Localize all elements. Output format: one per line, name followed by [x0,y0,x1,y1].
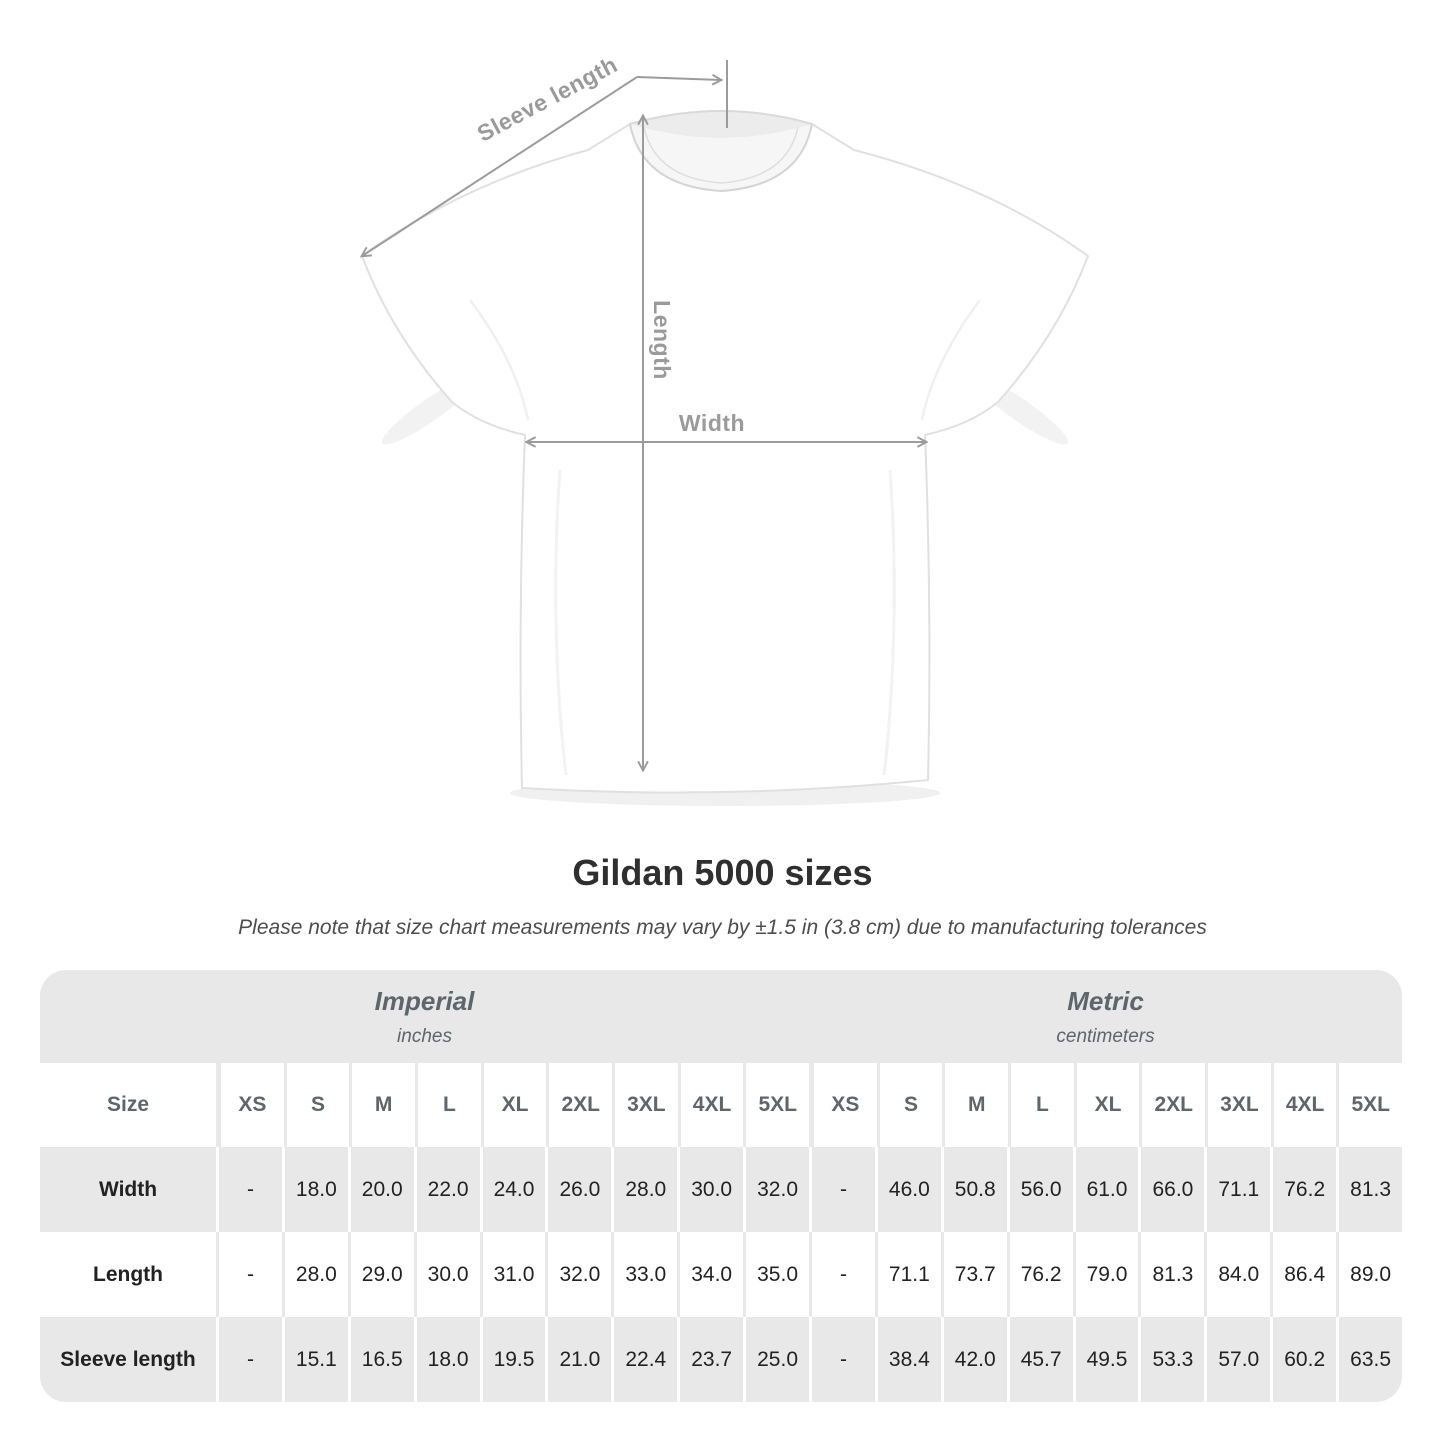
measurement-cell: 57.0 [1204,1317,1270,1402]
measurement-cell: 25.0 [743,1317,809,1402]
tshirt-measurement-diagram: Sleeve length Length Width [0,51,1089,806]
measurement-cell: 21.0 [545,1317,611,1402]
measurement-cell: 28.0 [281,1232,348,1317]
measurement-cell: 73.7 [940,1232,1007,1317]
measurement-cell: 71.1 [1204,1147,1270,1232]
measurement-cell: 84.0 [1204,1232,1270,1317]
measurement-cell: 89.0 [1336,1232,1402,1317]
width-label: Width [679,410,745,436]
sleeve-length-arrow [362,76,638,256]
size-table: Imperial inches Metric centimeters Size X… [40,970,1402,1402]
measurement-cell: 79.0 [1072,1232,1139,1317]
fabric-folds [468,299,982,776]
measurement-cell: 20.0 [347,1147,414,1232]
size-col-header: XS [216,1063,284,1147]
measurement-cell: 30.0 [413,1232,480,1317]
measurement-cell: 19.5 [479,1317,546,1402]
measurement-cell: - [809,1232,875,1317]
measurement-cell: 28.0 [611,1147,677,1232]
measurement-cell: 29.0 [347,1232,414,1317]
size-col-header: 4XL [677,1063,744,1147]
measurement-cell: 50.8 [940,1147,1007,1232]
imperial-group-title: Imperial [374,985,475,1016]
measurement-cell: 18.0 [281,1147,348,1232]
measurement-cell: 66.0 [1138,1147,1204,1232]
size-col-header: 3XL [1205,1063,1271,1147]
metric-group-header: Metric centimeters [809,970,1402,1063]
size-col-header: XS [809,1063,877,1147]
measurement-cell: 31.0 [479,1232,546,1317]
row-label: Length [93,1262,163,1286]
measurement-cell: - [216,1232,282,1317]
measurement-cell: 76.2 [1270,1147,1336,1232]
size-col-header: 5XL [743,1063,809,1147]
measurement-cell: 38.4 [874,1317,941,1402]
measurement-cell: 30.0 [677,1147,743,1232]
measurement-cell: 22.0 [413,1147,480,1232]
measurement-cell: 63.5 [1336,1317,1402,1402]
size-table-body: Width -18.0 20.0 22.0 24.0 26.0 28.0 30.0 32.0-4… [40,1147,1402,1402]
measurement-cell: - [809,1317,875,1402]
size-col-header: XL [480,1063,547,1147]
measurement-cell: 15.1 [281,1317,348,1402]
measurement-cell: - [216,1317,282,1402]
measurement-cell: 71.1 [874,1232,941,1317]
size-col-header: L [415,1063,481,1147]
table-group-header: Imperial inches Metric centimeters [40,970,1402,1063]
measurement-cell: 32.0 [743,1147,809,1232]
measurement-cell: 18.0 [413,1317,480,1402]
measurement-cell: 32.0 [545,1232,611,1317]
size-col-header: M [349,1063,415,1147]
size-col-header: XL [1073,1063,1140,1147]
size-col-header: 2XL [1139,1063,1205,1147]
measurement-cell: 22.4 [611,1317,677,1402]
size-corner-header: Size [106,1093,150,1116]
measurement-cell: 86.4 [1270,1232,1336,1317]
size-col-header: L [1008,1063,1074,1147]
measurement-cell: 46.0 [874,1147,941,1232]
row-label: Sleeve length [60,1347,196,1371]
length-label: Length [649,300,675,380]
tshirt-outline [361,113,1089,794]
size-col-header: 4XL [1270,1063,1337,1147]
sleeve-length-label: Sleeve length [473,51,622,147]
measurement-cell: - [809,1147,875,1232]
measurement-cell: 81.3 [1138,1232,1204,1317]
size-col-header: 3XL [612,1063,678,1147]
size-col-header: S [876,1063,943,1147]
page-subtitle: Please note that size chart measurements… [238,916,1207,939]
size-col-header: S [283,1063,350,1147]
measurement-cell: 49.5 [1072,1317,1139,1402]
measurement-cell: 76.2 [1006,1232,1073,1317]
measurement-cell: 42.0 [940,1317,1007,1402]
row-label: Width [98,1177,158,1201]
size-col-header: 2XL [546,1063,612,1147]
measurement-cell: 53.3 [1138,1317,1204,1402]
measurement-cell: 16.5 [347,1317,414,1402]
measurement-cell: 34.0 [677,1232,743,1317]
measurement-cell: 45.7 [1006,1317,1073,1402]
measurement-cell: 24.0 [479,1147,546,1232]
measurement-cell: 35.0 [743,1232,809,1317]
size-header-row: Size XS S M L XL 2XL 3XL 4XL 5XL XS S M L XL 2XL 3XL 4XL 5… [40,1063,1402,1147]
measurement-row: Length -28.0 29.0 30.0 31.0 32.0 33.0 34.0 35.0-… [40,1232,1402,1317]
measurement-cell: 33.0 [611,1232,677,1317]
measurement-cell: 23.7 [677,1317,743,1402]
measurement-cell: 81.3 [1336,1147,1402,1232]
size-col-header: 5XL [1336,1063,1402,1147]
metric-group-unit: centimeters [1056,1025,1155,1047]
measurement-cell: 56.0 [1006,1147,1073,1232]
measurement-row: Sleeve length -15.1 16.5 18.0 19.5 21.0 22.4 23… [40,1317,1402,1402]
size-col-header: M [942,1063,1008,1147]
measurement-cell: 26.0 [545,1147,611,1232]
imperial-group-header: Imperial inches [40,970,809,1063]
sleeve-length-arrow-extension [636,77,721,80]
measurement-row: Width -18.0 20.0 22.0 24.0 26.0 28.0 30.0 32.0-4… [40,1147,1402,1232]
imperial-group-unit: inches [397,1025,452,1047]
measurement-cell: - [216,1147,282,1232]
measurement-cell: 60.2 [1270,1317,1336,1402]
page-title: Gildan 5000 sizes [572,852,873,893]
metric-group-title: Metric [1067,985,1144,1016]
measurement-cell: 61.0 [1072,1147,1139,1232]
